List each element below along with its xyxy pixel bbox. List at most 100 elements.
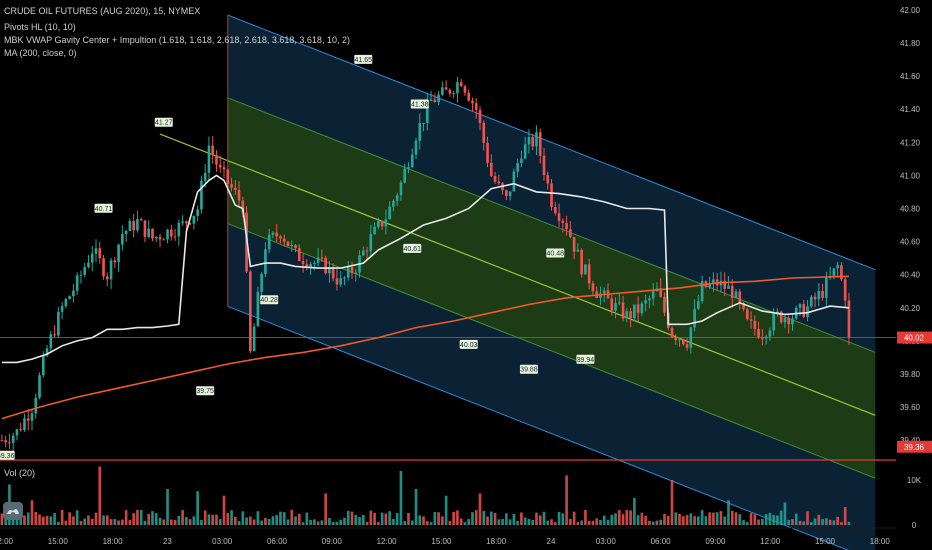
candle-body — [72, 290, 75, 297]
volume-bar — [271, 516, 275, 525]
volume-bar — [290, 509, 294, 525]
volume-tick-label: 0 — [912, 521, 917, 530]
volume-bar — [343, 517, 346, 525]
ma-200-line — [1, 275, 849, 420]
volume-bar — [659, 519, 663, 525]
candle-body — [301, 261, 305, 265]
candle-body — [636, 304, 640, 313]
candle-body — [218, 164, 222, 168]
volume-bar — [836, 516, 839, 525]
volume-bar — [648, 520, 651, 525]
volume-bar — [143, 520, 147, 525]
volume-bar — [226, 513, 230, 525]
volume-bar — [185, 517, 188, 525]
candle-body — [282, 238, 286, 242]
volume-bar — [309, 519, 312, 525]
symbol-title[interactable]: CRUDE OIL FUTURES (AUG 2020), 15, NYMEX — [4, 6, 201, 16]
candle-body — [132, 220, 135, 231]
volume-bar — [629, 510, 632, 525]
volume-bar — [200, 519, 203, 525]
candle-body — [617, 302, 621, 304]
volume-bar — [832, 520, 836, 525]
candle-body — [798, 304, 802, 308]
volume-bar — [704, 516, 708, 525]
volume-bar — [828, 519, 832, 525]
volume-bar — [764, 514, 768, 525]
candle-body — [825, 277, 828, 298]
volume-bar — [798, 520, 802, 525]
pivot-label-box — [576, 354, 595, 364]
candle-body — [644, 300, 647, 304]
candle-body — [181, 221, 184, 223]
candle-body — [802, 304, 806, 317]
candle-body — [580, 249, 583, 275]
candle-body — [697, 301, 700, 309]
volume-bar — [181, 510, 184, 525]
volume-bar — [192, 516, 196, 525]
volume-legend[interactable]: Vol (20) — [4, 468, 36, 478]
candle-body — [350, 267, 354, 274]
volume-bar — [463, 522, 467, 525]
candle-body — [840, 265, 843, 280]
candle-body — [365, 250, 369, 252]
volume-bar — [297, 513, 301, 525]
candle-body — [456, 82, 459, 94]
candle-body — [414, 140, 418, 155]
candle-body — [757, 328, 760, 338]
candle-body — [309, 264, 312, 268]
time-tick-label: 15:00 — [48, 537, 69, 546]
candle-body — [591, 283, 595, 292]
candle-body — [215, 155, 218, 165]
volume-bar — [320, 520, 324, 525]
candle-body — [260, 274, 263, 292]
volume-bar — [681, 516, 685, 525]
volume-bar — [377, 522, 380, 525]
candle-body — [674, 336, 678, 341]
channel-upper-inner-line — [227, 97, 876, 353]
candle-body — [727, 285, 730, 289]
candle-body — [38, 375, 41, 398]
volume-bar — [75, 510, 79, 525]
time-tick-label: 06:00 — [651, 537, 672, 546]
candle-body — [158, 236, 162, 240]
time-tick-label: 06:00 — [267, 537, 288, 546]
candle-body — [572, 237, 576, 252]
volume-bar — [113, 519, 117, 525]
volume-bar — [738, 514, 742, 525]
candle-body — [98, 248, 102, 259]
volume-bar — [139, 509, 143, 525]
indicator-vwap-legend[interactable]: MBK VWAP Gavity Center + Impultion (1.61… — [4, 35, 350, 45]
candle-body — [252, 326, 256, 352]
volume-bar — [636, 515, 640, 525]
candle-body — [162, 239, 166, 241]
candle-body — [783, 317, 787, 323]
volume-bar — [237, 521, 241, 525]
volume-bar — [437, 512, 440, 525]
candle-body — [23, 418, 26, 431]
candle-body — [380, 221, 384, 227]
volume-bar — [685, 515, 689, 525]
candle-body — [693, 308, 696, 328]
candle-body — [313, 262, 316, 265]
candle-body — [177, 222, 181, 237]
candle-body — [410, 154, 414, 168]
candle-body — [384, 219, 388, 227]
low-price-text: 39.36 — [904, 443, 925, 452]
candle-body — [226, 169, 230, 185]
candle-body — [448, 89, 452, 94]
candle-body — [557, 213, 561, 221]
axes: 42.00 41.80 41.60 41.40 41.20 41.00 40.80 40.60… — [0, 6, 932, 546]
volume-bar — [294, 516, 297, 525]
channel-lower-outer-zone — [227, 223, 876, 550]
candle-body — [625, 311, 629, 319]
candle-body — [463, 86, 467, 93]
pivot-label-box — [0, 450, 15, 460]
candle-body — [742, 303, 745, 310]
candle-body — [444, 87, 448, 90]
volume-bar — [614, 513, 617, 525]
indicator-ma-legend[interactable]: MA (200, close, 0) — [4, 48, 77, 58]
volume-bar — [768, 512, 772, 525]
indicator-pivots-legend[interactable]: Pivots HL (10, 10) — [4, 22, 76, 32]
volume-bar — [809, 522, 813, 525]
